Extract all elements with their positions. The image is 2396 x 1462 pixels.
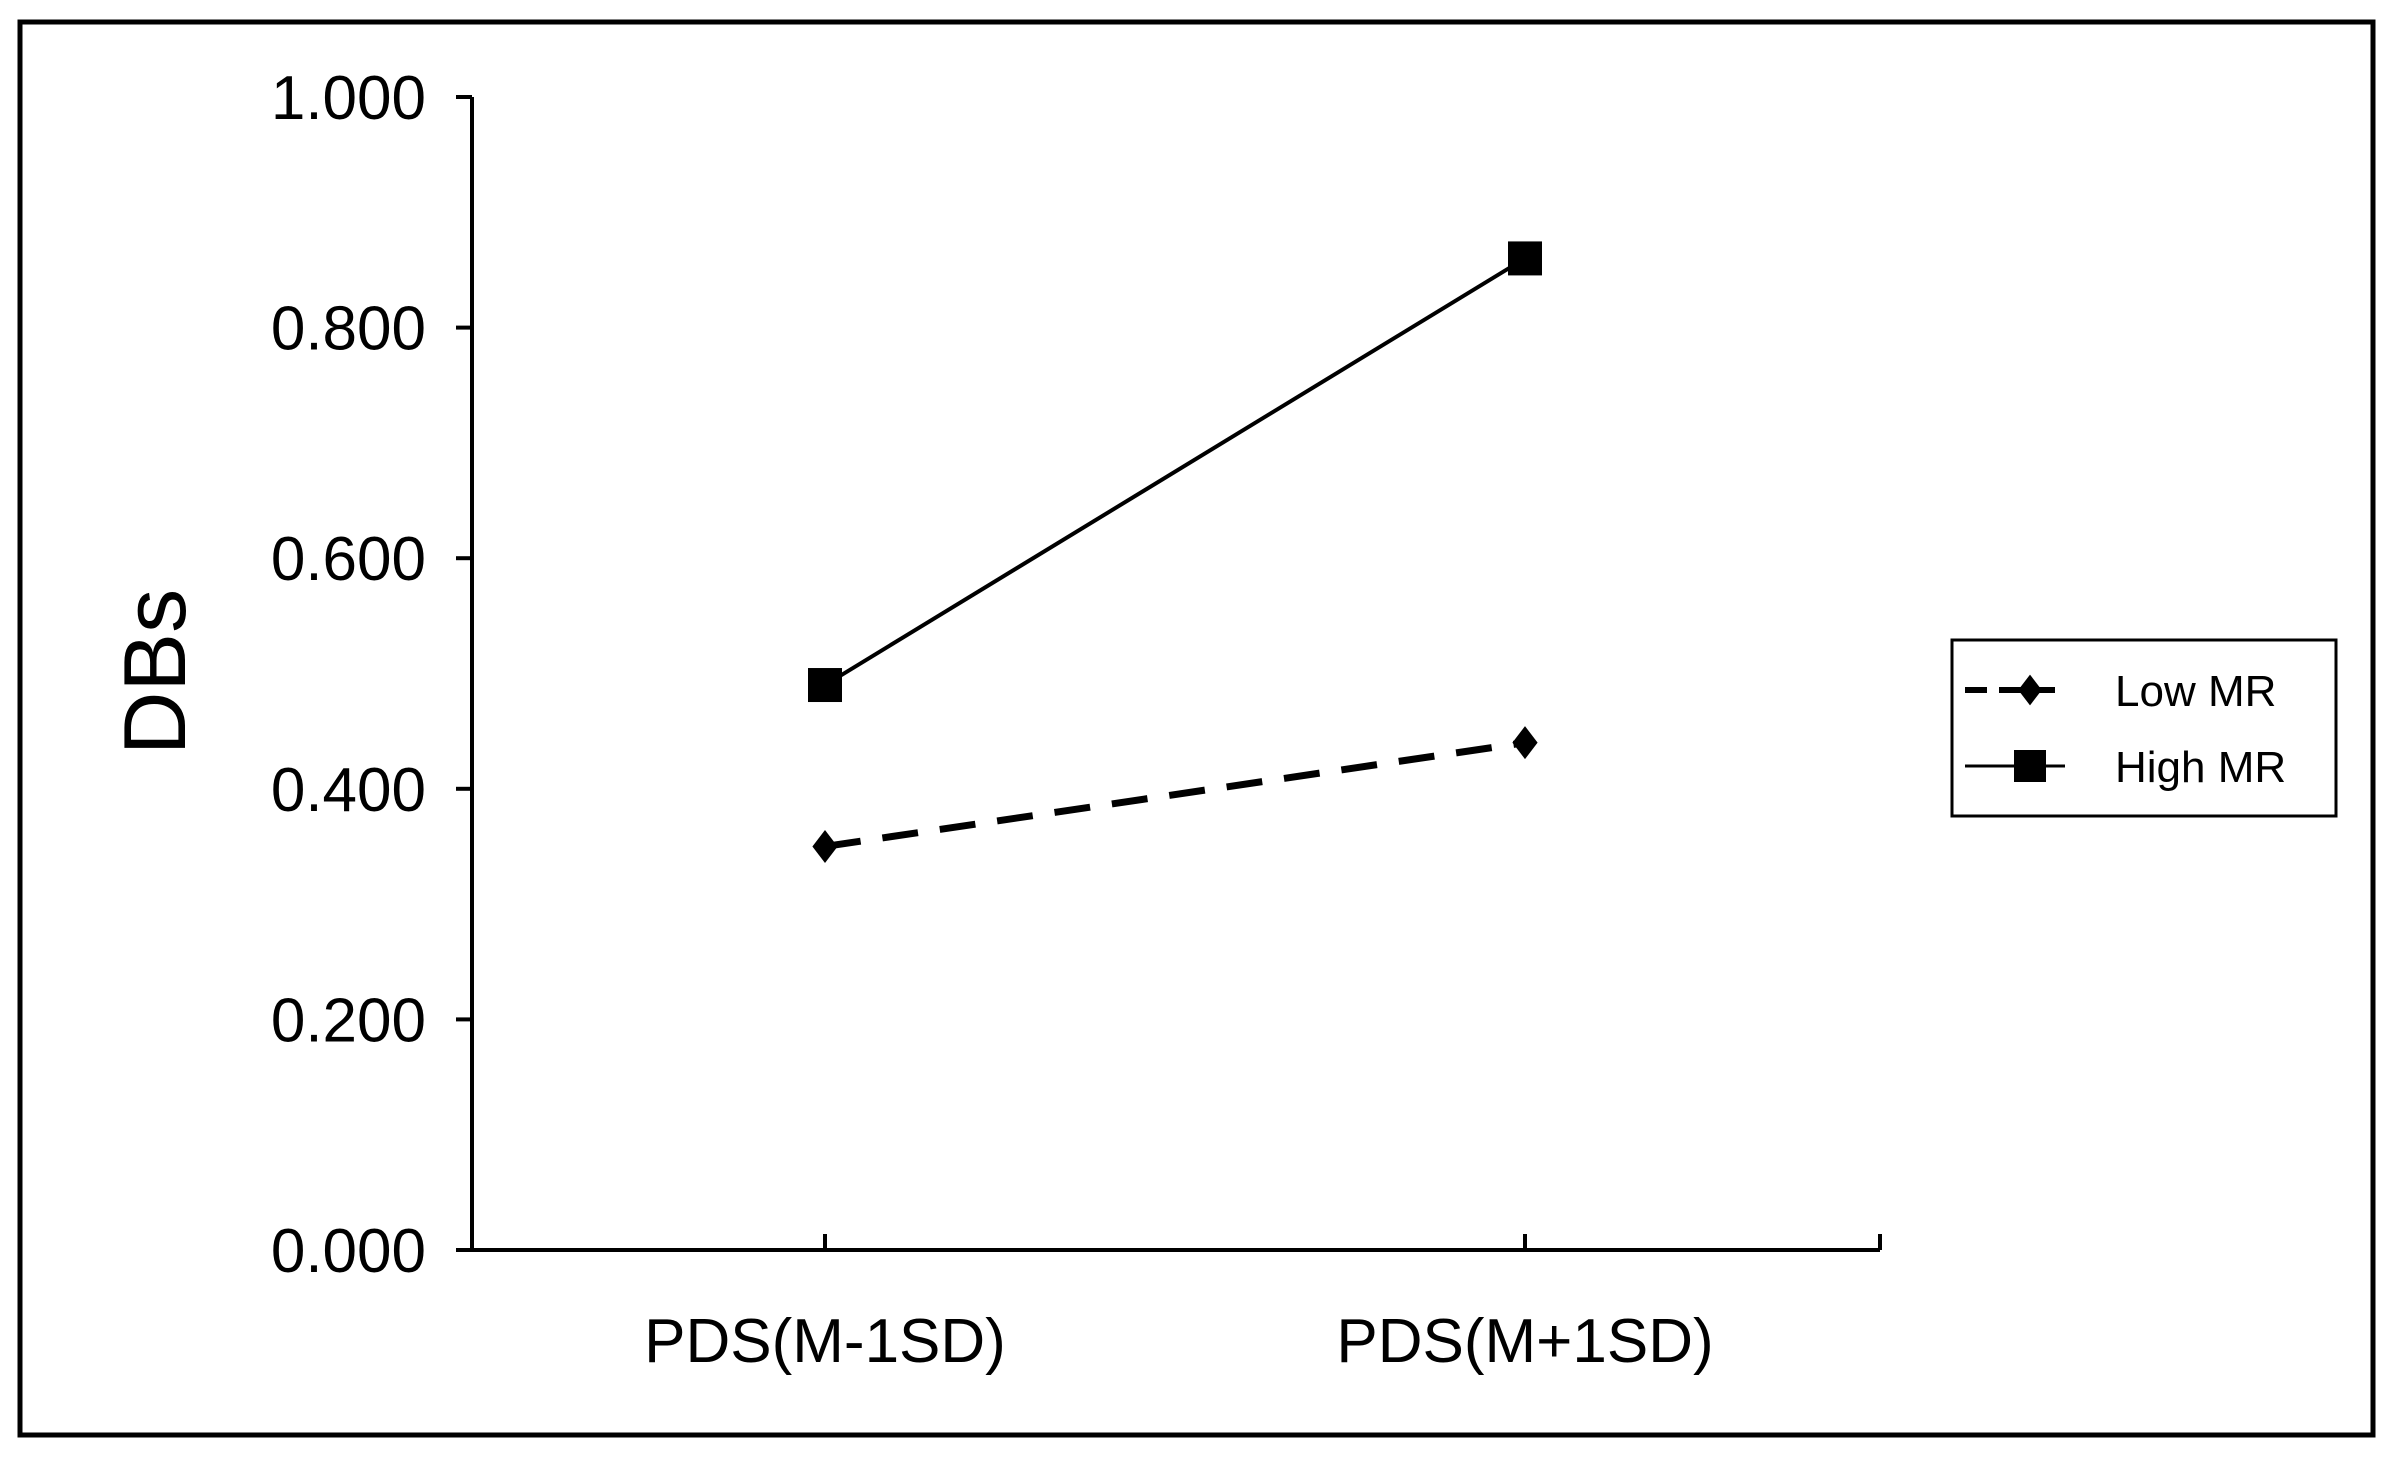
y-tick-label: 0.400 xyxy=(271,756,426,825)
series-layer xyxy=(808,241,1542,863)
legend-box xyxy=(1950,638,2338,818)
legend-marker-low-mr xyxy=(2018,674,2042,706)
legend-label-high-mr: High MR xyxy=(2115,743,2286,792)
x-ticks: PDS(M-1SD) PDS(M+1SD) xyxy=(644,1234,1882,1376)
x-tick-label: PDS(M+1SD) xyxy=(1336,1307,1713,1376)
series-line-high-mr xyxy=(823,256,1527,687)
data-point-low-mr xyxy=(1512,726,1538,760)
data-point-high-mr xyxy=(808,668,842,703)
legend-marker-high-mr xyxy=(2014,750,2046,782)
legend: Low MR High MR xyxy=(1950,638,2338,818)
y-tick-label: 0.800 xyxy=(271,295,426,364)
y-ticks: 0.000 0.200 0.400 0.600 0.800 1.000 xyxy=(271,64,472,1286)
y-tick-label: 0.000 xyxy=(271,1217,426,1286)
y-axis-label: DBs xyxy=(105,589,204,755)
y-tick-label: 0.200 xyxy=(271,986,426,1055)
x-tick-label: PDS(M-1SD) xyxy=(644,1307,1006,1376)
legend-label-low-mr: Low MR xyxy=(2115,667,2276,716)
data-point-high-mr xyxy=(1508,241,1542,276)
data-point-low-mr xyxy=(812,829,838,863)
y-tick-label: 1.000 xyxy=(271,64,426,133)
series-line-low-mr xyxy=(824,739,1526,850)
y-tick-label: 0.600 xyxy=(271,525,426,594)
